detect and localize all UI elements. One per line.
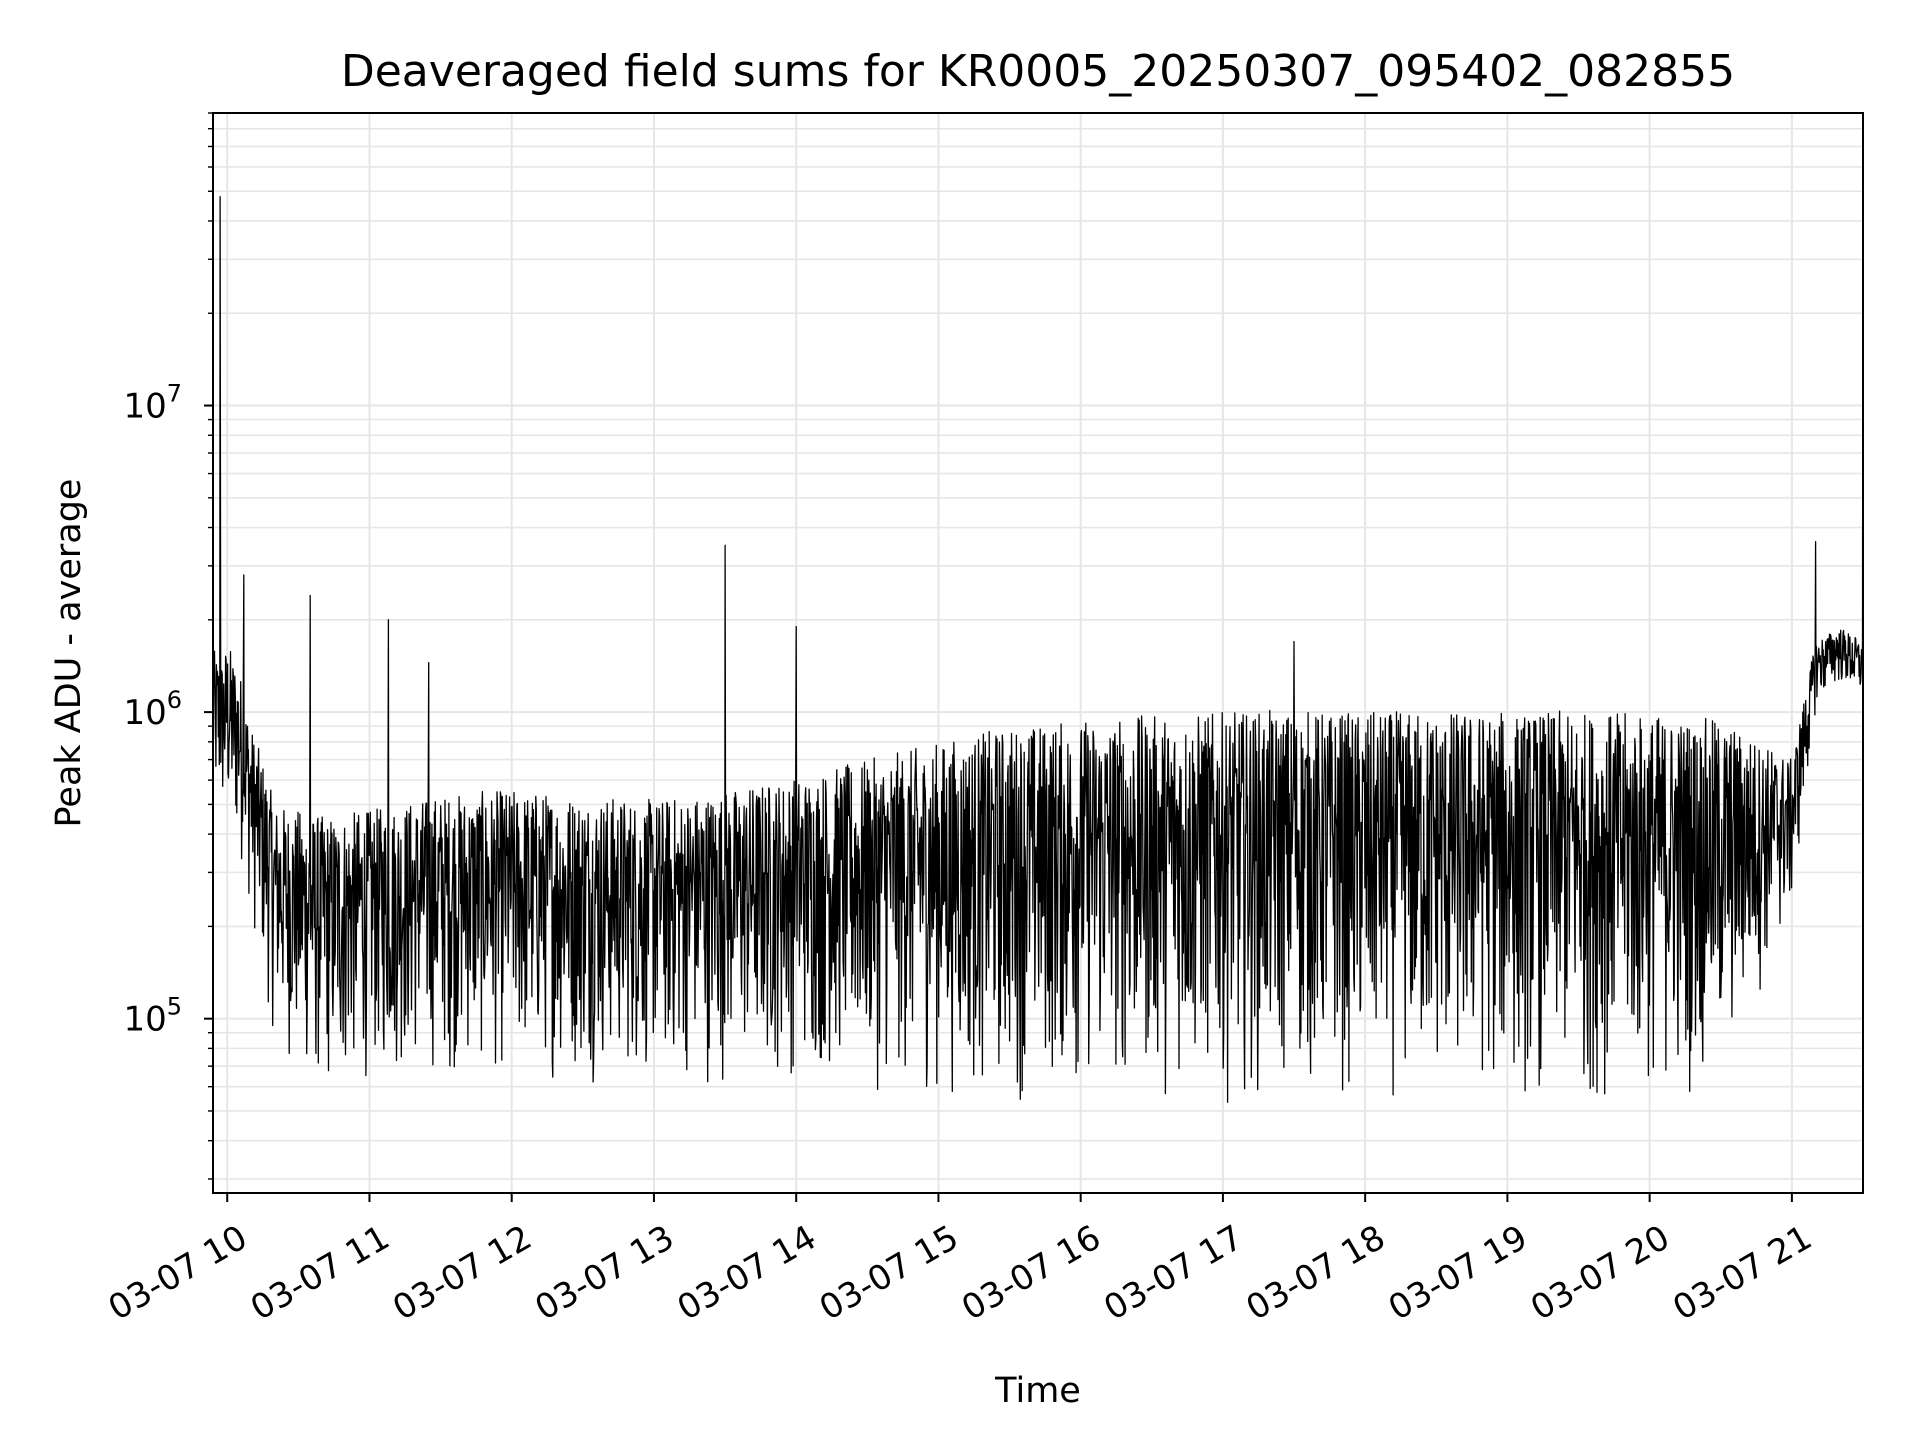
plot-line bbox=[213, 137, 1863, 1103]
plot-frame bbox=[212, 112, 1864, 1194]
data-series-line bbox=[213, 137, 1863, 1103]
y-axis-label: Peak ADU - average bbox=[49, 479, 89, 828]
y-tick-label: 107 bbox=[123, 380, 182, 427]
y-tick-labels: 105 106 107 bbox=[123, 380, 182, 1040]
y-tick-label: 106 bbox=[123, 686, 182, 733]
chart-title: Deaveraged field sums for KR0005_2025030… bbox=[341, 46, 1735, 97]
y-tick-label: 105 bbox=[123, 993, 182, 1040]
x-axis-label: Time bbox=[994, 1371, 1081, 1411]
ticks bbox=[204, 112, 1793, 1202]
